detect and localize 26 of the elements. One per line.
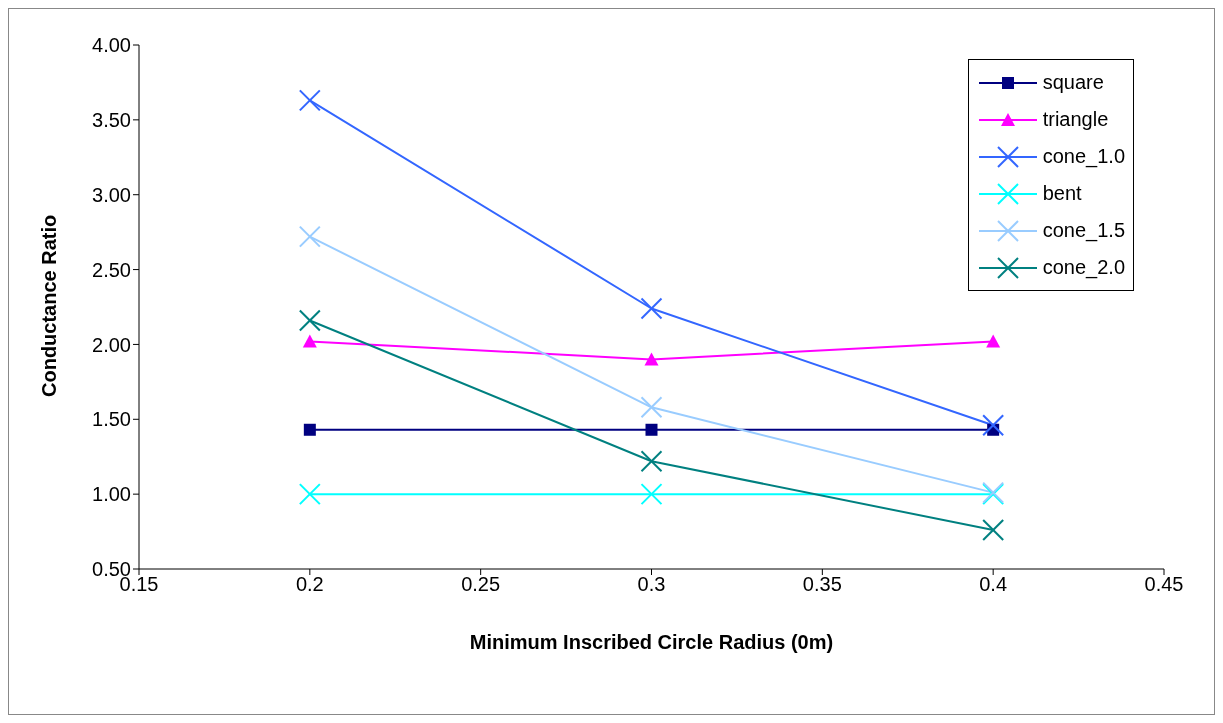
y-tick-label: 3.50 [92,108,131,131]
x-axis-title: Minimum Inscribed Circle Radius (0m) [469,631,834,653]
y-tick-label: 1.50 [92,408,131,431]
legend-label: square [1042,71,1104,94]
y-tick-label: 2.00 [92,333,131,356]
legend-label: bent [1042,182,1082,205]
x-tick-label: 0.3 [637,573,666,596]
x-tick-label: 0.35 [802,573,842,596]
point [986,334,1001,348]
legend-label: cone_1.5 [1042,219,1125,242]
point [645,423,658,436]
legend-label: triangle [1042,108,1109,131]
point [303,423,316,436]
x-tick-label: 0.2 [295,573,324,596]
y-tick-label: 3.00 [92,183,131,206]
legend-label: cone_1.0 [1042,145,1125,168]
x-tick-label: 0.4 [979,573,1008,596]
y-axis-title: Conductance Ratio [38,214,61,397]
x-tick-label: 0.45 [1144,573,1184,596]
y-tick-label: 2.50 [92,258,131,281]
y-tick-label: 4.00 [92,34,131,57]
x-tick-label: 0.25 [461,573,501,596]
point [644,352,659,366]
y-tick-label: 1.00 [92,483,131,506]
legend-label: cone_2.0 [1042,256,1125,279]
point [302,334,317,348]
